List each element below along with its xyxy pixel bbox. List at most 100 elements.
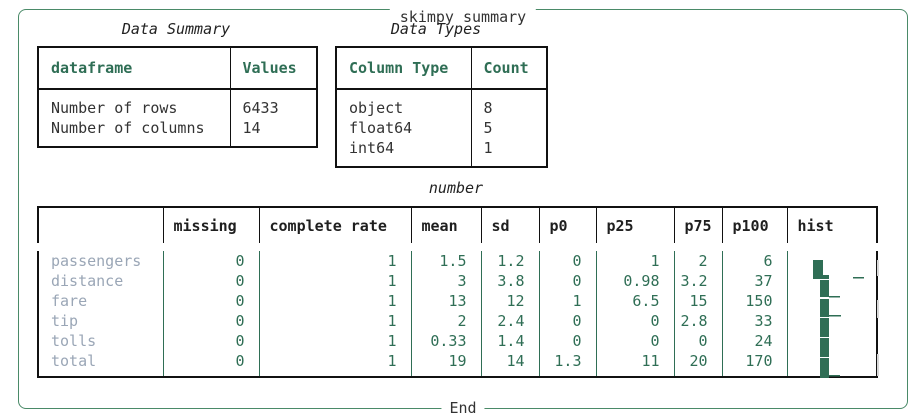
cell-complete-rate: 1: [259, 351, 412, 371]
number-header-p75: p75: [674, 207, 723, 248]
number-header-p0: p0: [539, 207, 597, 248]
cell-p75: 3.2: [674, 271, 723, 291]
cell-p25: 11: [596, 351, 675, 371]
hist-bar-total-2: [829, 375, 840, 377]
cell-mean: 19: [411, 351, 482, 371]
spacer-cell: [674, 371, 723, 377]
hist-bar-distance-2: [829, 296, 840, 298]
cell-mean: 2: [411, 311, 482, 331]
hist-edge-mid: [877, 300, 879, 318]
number-header-missing: missing: [163, 207, 260, 248]
cell-mean: 1.5: [411, 247, 482, 271]
number-table: missing complete rate mean sd p0 p25 p75…: [37, 206, 878, 378]
cell-p100: 24: [722, 331, 788, 351]
cell-p75: 2.8: [674, 311, 723, 331]
table-row: tip 0 1 2 2.4 0 0 2.8 33: [38, 311, 877, 331]
data-types-counts: 8 5 1: [471, 89, 547, 167]
data-summary-caption: Data Summary: [121, 20, 231, 38]
spacer-cell: [481, 371, 540, 377]
hist-sparklines: [813, 260, 879, 378]
type-int64: int64: [349, 139, 395, 157]
count-float64: 5: [483, 119, 493, 137]
number-header-mean: mean: [411, 207, 482, 248]
cell-complete-rate: 1: [259, 331, 412, 351]
cell-missing: 0: [163, 271, 260, 291]
type-object: object: [349, 99, 404, 117]
cell-variable: fare: [38, 291, 164, 311]
cell-p100: 6: [722, 247, 788, 271]
cell-p25: 0: [596, 331, 675, 351]
cell-p75: 0: [674, 331, 723, 351]
panel-footer: End: [441, 399, 485, 417]
cell-variable: tip: [38, 311, 164, 331]
cell-variable: total: [38, 351, 164, 371]
number-header-p25: p25: [596, 207, 675, 248]
cell-missing: 0: [163, 351, 260, 371]
cell-p25: 6.5: [596, 291, 675, 311]
value-number-of-rows: 6433: [242, 99, 279, 117]
cell-p75: 15: [674, 291, 723, 311]
cell-complete-rate: 1: [259, 247, 412, 271]
data-summary-header-dataframe: dataframe: [38, 47, 231, 90]
data-summary-table: dataframe Values Number of rows Number o…: [37, 46, 318, 148]
cell-variable: passengers: [38, 247, 164, 271]
label-number-of-rows: Number of rows: [51, 99, 178, 117]
hist-bar-tip: [820, 318, 829, 337]
hist-edge-top: [877, 260, 879, 276]
label-number-of-columns: Number of columns: [51, 119, 205, 137]
spacer-cell: [722, 371, 788, 377]
hist-bar-passengers: [813, 260, 823, 279]
cell-missing: 0: [163, 311, 260, 331]
cell-variable: distance: [38, 271, 164, 291]
cell-missing: 0: [163, 331, 260, 351]
value-number-of-columns: 14: [242, 119, 261, 137]
cell-p100: 37: [722, 271, 788, 291]
number-header-complete-rate: complete rate: [259, 207, 412, 248]
cell-p100: 170: [722, 351, 788, 371]
spacer-cell: [596, 371, 675, 377]
count-object: 8: [483, 99, 493, 117]
cell-sd: 2.4: [481, 311, 540, 331]
cell-p0: 0: [539, 311, 597, 331]
spacer-cell: [163, 371, 260, 377]
hist-bar-passengers-2: [823, 275, 829, 279]
skimpy-summary-panel: skimpy summary End: [18, 9, 908, 417]
cell-p25: 0: [596, 311, 675, 331]
cell-p0: 1.3: [539, 351, 597, 371]
cell-p75: 2: [674, 247, 723, 271]
data-types-header-column-type: Column Type: [336, 47, 472, 90]
cell-missing: 0: [163, 291, 260, 311]
spacer-cell: [539, 371, 597, 377]
data-summary-row: Number of rows Number of columns 6433 14: [38, 89, 317, 147]
data-summary-values: 6433 14: [230, 89, 317, 147]
number-header-p100: p100: [722, 207, 788, 248]
table-row: passengers 0 1 1.5 1.2 0 1 2 6: [38, 247, 877, 271]
hist-bar-total: [820, 358, 829, 378]
cell-p75: 20: [674, 351, 723, 371]
cell-mean: 13: [411, 291, 482, 311]
cell-sd: 3.8: [481, 271, 540, 291]
cell-variable: tolls: [38, 331, 164, 351]
table-row: fare 0 1 13 12 1 6.5 15 150: [38, 291, 877, 311]
cell-p100: 33: [722, 311, 788, 331]
number-header-sd: sd: [481, 207, 540, 248]
spacer-cell: [259, 371, 412, 377]
data-types-caption: Data Types: [390, 20, 482, 38]
cell-missing: 0: [163, 247, 260, 271]
hist-bar-passengers-3: [853, 277, 864, 279]
cell-mean: 0.33: [411, 331, 482, 351]
cell-mean: 3: [411, 271, 482, 291]
data-summary-labels: Number of rows Number of columns: [38, 89, 231, 147]
cell-sd: 1.4: [481, 331, 540, 351]
number-header-hist: hist: [787, 207, 877, 248]
data-types-header-count: Count: [471, 47, 547, 90]
cell-p0: 1: [539, 291, 597, 311]
spacer-cell: [411, 371, 482, 377]
cell-p0: 0: [539, 331, 597, 351]
hist-bar-tolls: [820, 338, 829, 357]
type-float64: float64: [349, 119, 413, 137]
hist-bar-distance: [820, 280, 829, 297]
table-row: tolls 0 1 0.33 1.4 0 0 0 24: [38, 331, 877, 351]
hist-bar-fare-2: [829, 315, 841, 317]
cell-sd: 14: [481, 351, 540, 371]
